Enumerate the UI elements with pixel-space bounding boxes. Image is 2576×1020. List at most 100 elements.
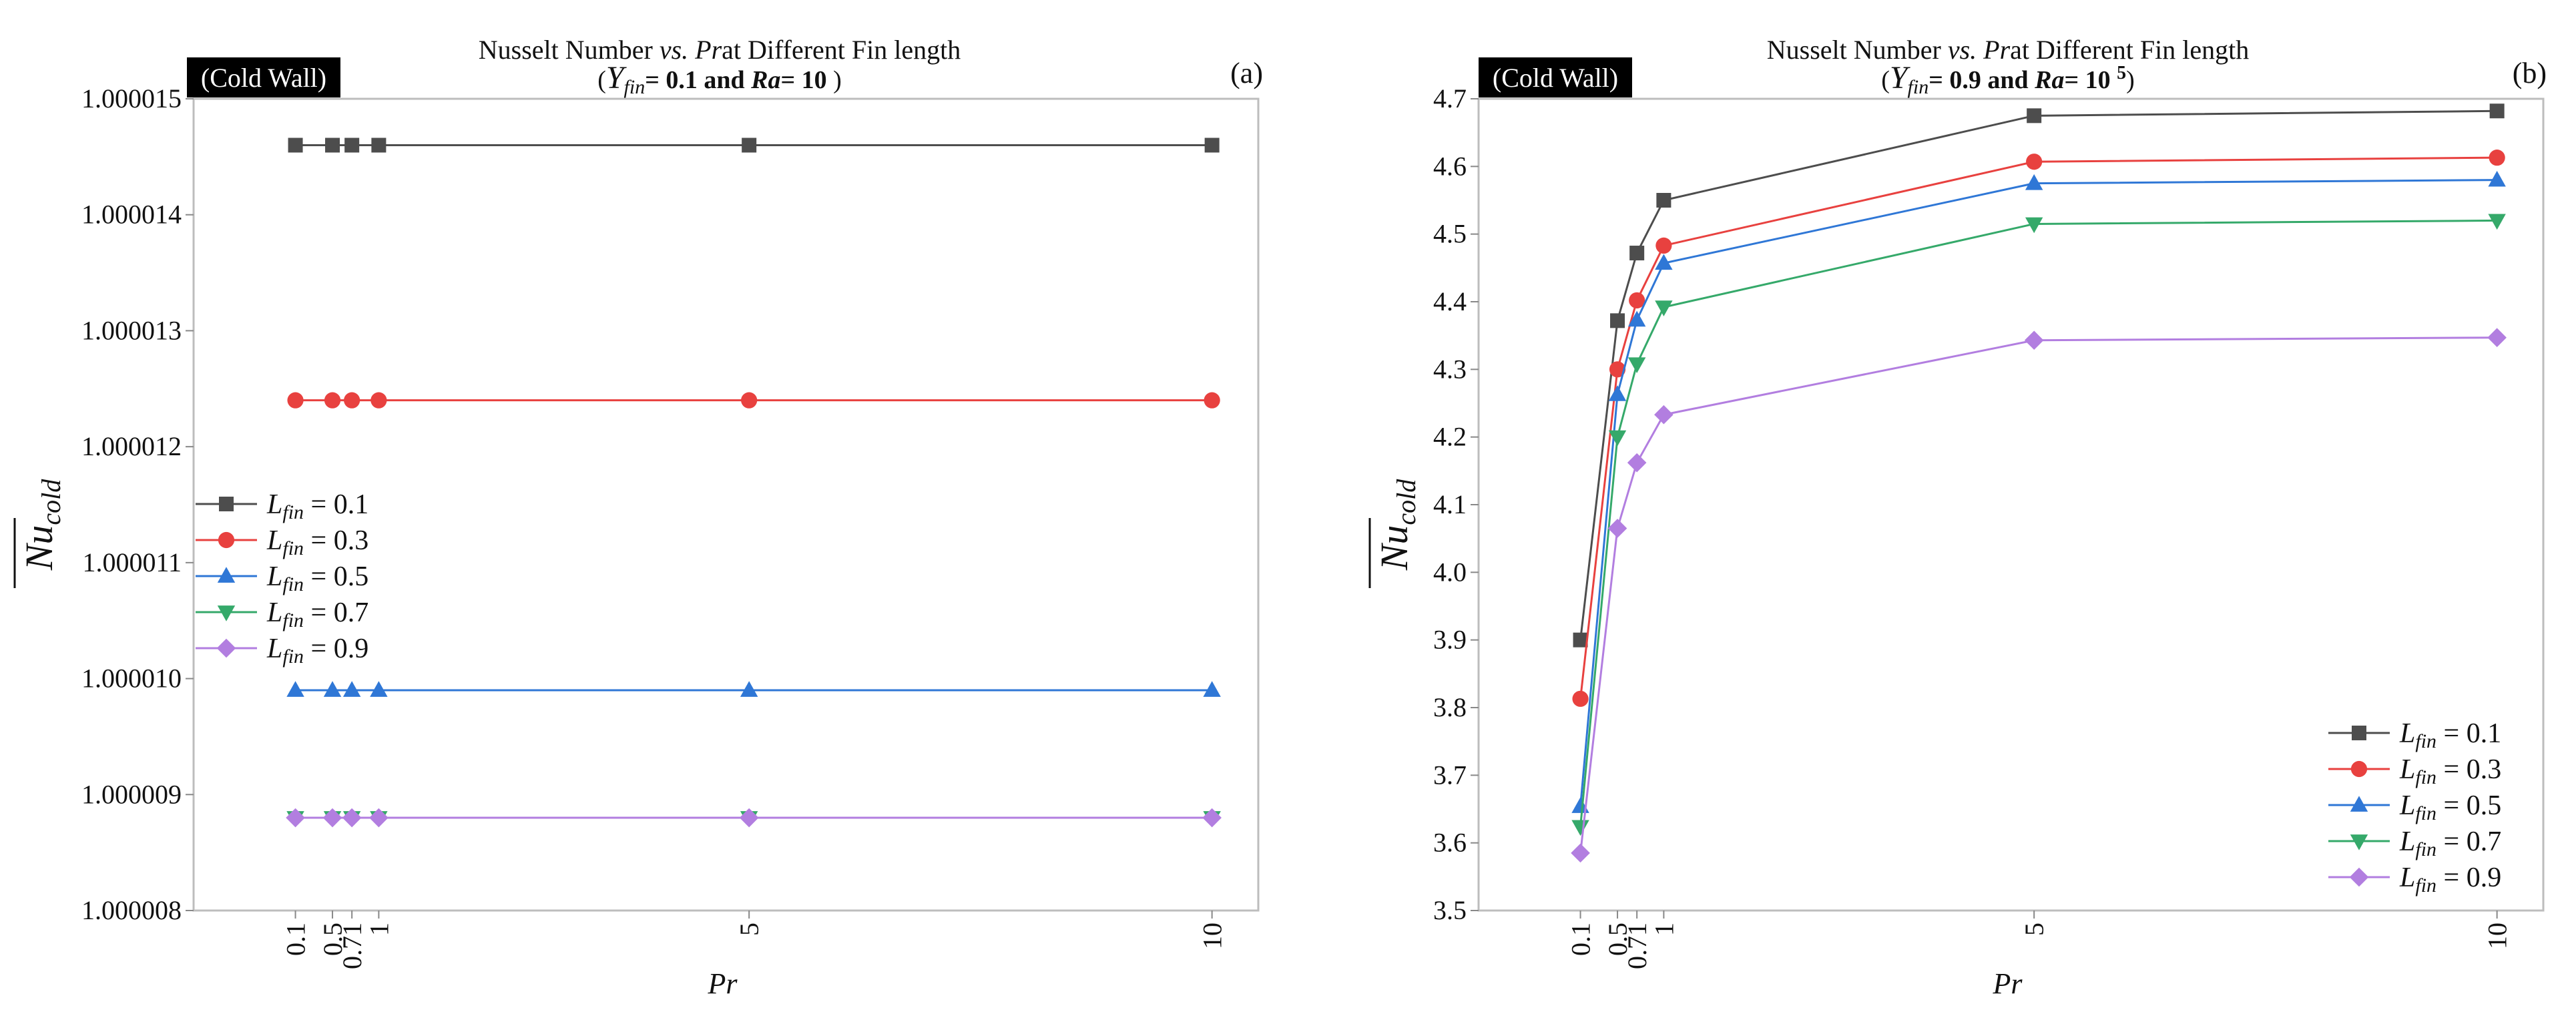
data-point [325,138,340,153]
data-point [1627,357,1646,373]
y-tick-label: 1.000013 [81,315,182,345]
x-axis-label: Pr [708,967,738,1000]
legend-item: Lfin = 0.9 [196,633,368,668]
x-tick-label: 10 [2483,923,2513,949]
data-point [1627,453,1647,473]
y-axis-label: Nucold [13,479,66,588]
series-line [1579,156,2497,699]
series-line [1579,109,2497,640]
badge-label: (Cold Wall) [201,63,326,93]
data-point [1608,385,1627,401]
legend-item: Lfin = 0.7 [196,597,368,631]
series-line [1579,179,2497,807]
legend-marker [2350,796,2368,812]
data-point [1655,300,1673,316]
y-tick-label: 1.000010 [81,664,182,694]
y-tick-label: 1.000015 [81,83,182,113]
series-2 [287,392,1220,409]
series-5 [1571,328,2507,863]
chart-title: Nusselt Number vs. Prat Different Fin le… [1767,35,2249,65]
legend-marker [217,567,236,583]
legend-item: Lfin = 0.1 [196,489,368,523]
x-tick-label: 5 [734,923,764,936]
data-point [2489,103,2505,119]
y-tick-label: 4.0 [1433,557,1467,587]
series-line [1579,336,2497,854]
panel-label: (b) [2513,57,2547,89]
x-tick-label: 0.1 [1566,923,1596,956]
y-tick-label: 3.8 [1433,692,1467,722]
y-tick-label: 4.7 [1433,83,1467,113]
data-point [286,681,304,697]
badge-background [187,57,340,97]
data-point [2025,174,2043,190]
data-point [741,392,758,409]
y-tick-label: 1.000008 [81,895,182,925]
series-4 [1571,214,2506,836]
series-3 [1571,170,2506,813]
data-point [342,808,362,828]
data-point [370,681,388,697]
chart-panel-a: Nusselt Number vs. Prat Different Fin le… [13,35,1263,1000]
data-point [344,138,360,153]
chart-subtitle: (Yfin= 0.9 and Ra= 10 5) [1881,60,2135,98]
data-point [1204,138,1220,153]
legend-item: Lfin = 0.7 [2328,826,2501,860]
chart-title: Nusselt Number vs. Prat Different Fin le… [479,35,961,65]
y-axis-label-text: Nucold [17,479,66,571]
data-point [1573,632,1588,648]
x-tick-label: 0.5 [318,923,348,956]
legend-label: Lfin = 0.7 [266,597,368,631]
y-tick-label: 4.2 [1433,422,1467,452]
series-2 [1572,150,2505,707]
data-point [1655,254,1673,270]
data-point [1609,361,1626,378]
data-point [344,392,360,409]
series-3 [286,681,1221,697]
y-tick-label: 1.000011 [82,547,182,577]
data-point [288,138,303,153]
legend-label: Lfin = 0.3 [2399,754,2501,788]
x-tick-label: 0.5 [1603,923,1633,956]
data-point [1627,310,1646,327]
series-1 [288,138,1220,153]
data-point [1607,519,1627,538]
y-tick-label: 1.000014 [81,200,182,230]
data-point [1571,820,1589,836]
y-tick-label: 4.3 [1433,354,1467,384]
legend-marker [216,638,236,658]
data-point [2025,217,2043,234]
legend-item: Lfin = 0.3 [196,525,368,559]
series-line [1579,219,2497,827]
data-point [2489,150,2505,166]
data-point [1608,430,1627,447]
data-point [1656,193,1671,208]
data-point [323,681,342,697]
plot-frame [192,97,1260,912]
data-point [1203,681,1221,697]
legend-item: Lfin = 0.3 [2328,754,2501,788]
data-point [342,681,361,697]
data-point [371,138,387,153]
data-point [370,392,387,409]
data-point [1655,237,1672,254]
legend-item: Lfin = 0.5 [196,561,368,595]
legend-marker [2352,726,2366,740]
x-tick-label: 0.1 [281,923,311,956]
x-tick-label: 0.71 [1622,923,1652,969]
data-point [1572,690,1589,707]
legend-marker [218,531,235,549]
y-tick-label: 3.7 [1433,760,1467,790]
badge-label: (Cold Wall) [1493,63,1618,93]
legend-label: Lfin = 0.3 [266,525,368,559]
data-point [742,138,757,153]
y-tick-label: 4.6 [1433,151,1467,181]
y-tick-label: 1.000009 [81,779,182,809]
y-axis-label: Nucold [1368,479,1421,588]
data-point [2026,154,2043,170]
x-tick-label: 1 [364,923,394,936]
x-tick-label: 1 [1649,923,1679,936]
y-tick-label: 1.000012 [81,431,182,461]
y-tick-label: 3.9 [1433,625,1467,655]
